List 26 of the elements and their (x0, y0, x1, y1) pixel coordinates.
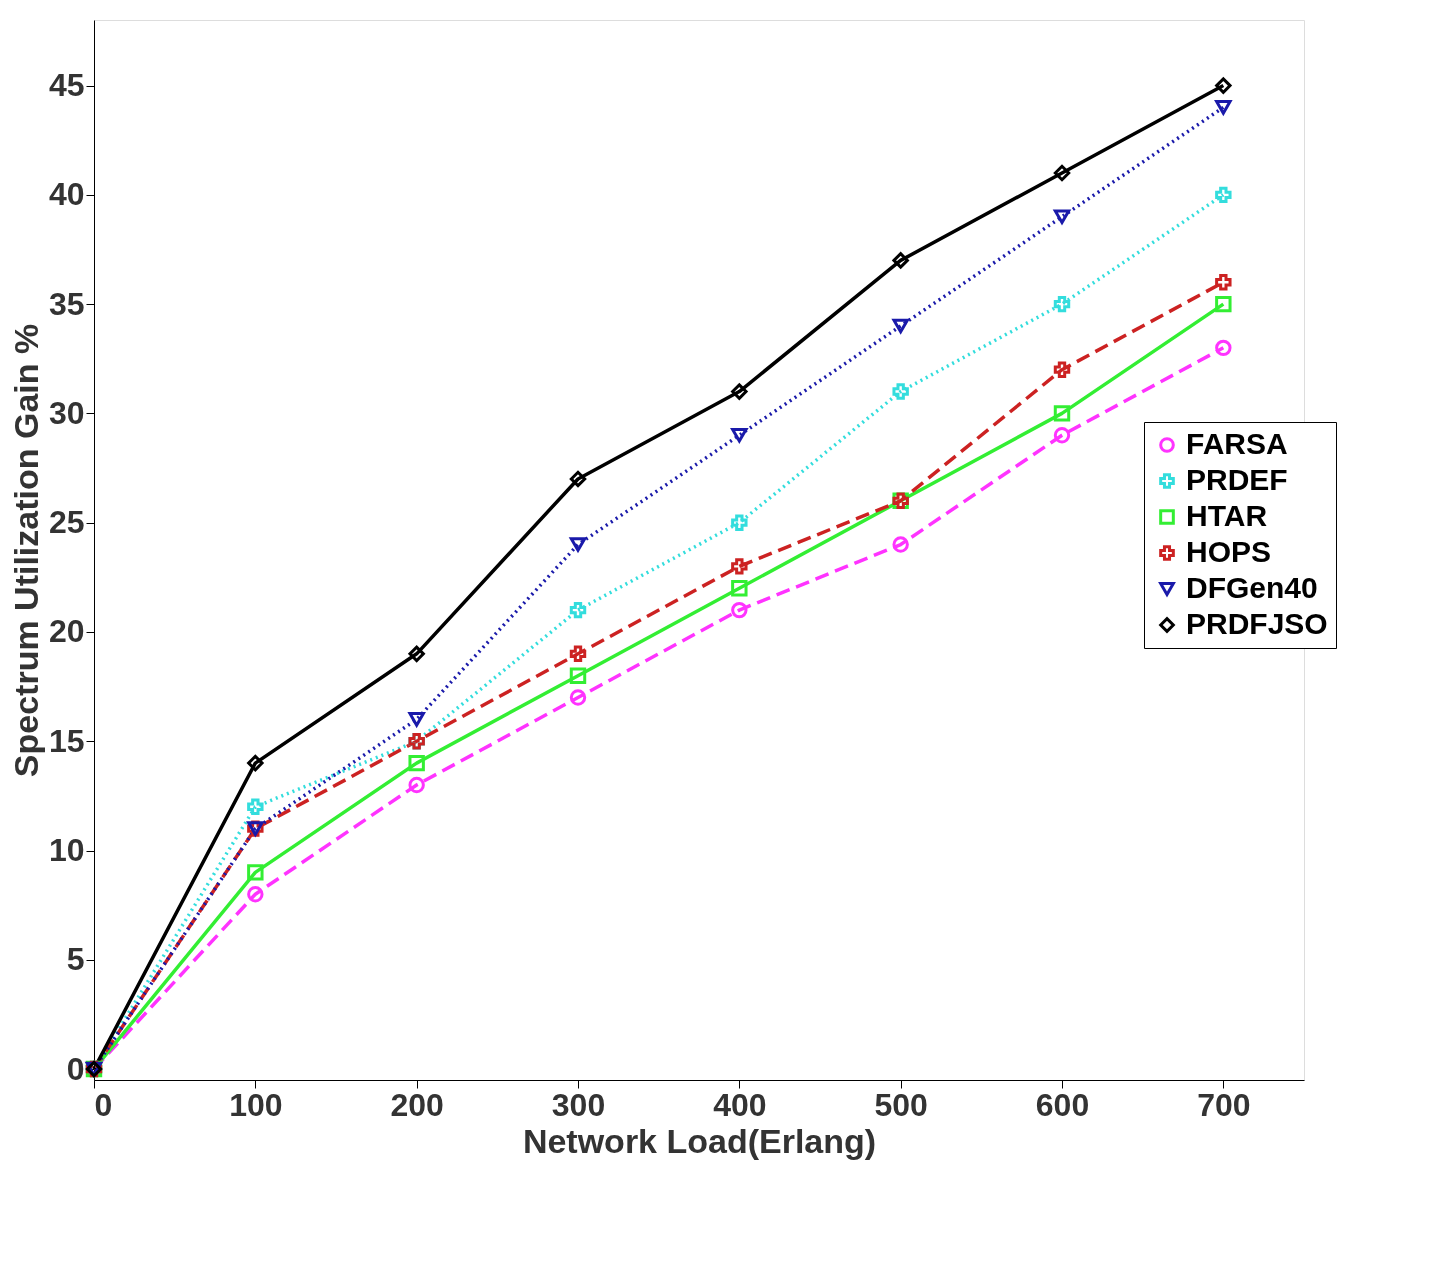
y-tick-label: 25 (48, 504, 85, 541)
legend-label: DFGen40 (1186, 571, 1318, 604)
y-tick-label: 35 (48, 285, 85, 322)
y-tick-label: 20 (48, 613, 85, 650)
y-axis-title: Spectrum Utilization Gain % (6, 323, 45, 778)
legend-label: HOPS (1186, 535, 1272, 568)
x-axis-title: Network Load(Erlang) (522, 1121, 877, 1160)
y-tick-label: 40 (48, 176, 85, 213)
legend-label: PRDEF (1186, 463, 1288, 496)
legend-label: HTAR (1186, 499, 1268, 532)
x-tick-label: 0 (94, 1086, 113, 1123)
x-tick-label: 600 (1035, 1086, 1090, 1123)
y-tick-label: 15 (48, 722, 85, 759)
legend-label: FARSA (1186, 427, 1288, 460)
x-tick-label: 300 (551, 1086, 606, 1123)
legend-label: PRDFJSO (1186, 607, 1328, 640)
y-tick-label: 0 (66, 1050, 85, 1087)
x-tick-label: 100 (229, 1086, 283, 1123)
y-tick-label: 45 (48, 67, 85, 104)
x-tick-label: 700 (1197, 1086, 1251, 1123)
y-tick-label: 30 (48, 394, 85, 431)
y-tick-label: 5 (66, 941, 85, 978)
y-tick-label: 10 (48, 832, 85, 869)
x-tick-label: 500 (874, 1086, 928, 1123)
x-tick-label: 200 (390, 1086, 444, 1123)
x-tick-label: 400 (713, 1086, 767, 1123)
